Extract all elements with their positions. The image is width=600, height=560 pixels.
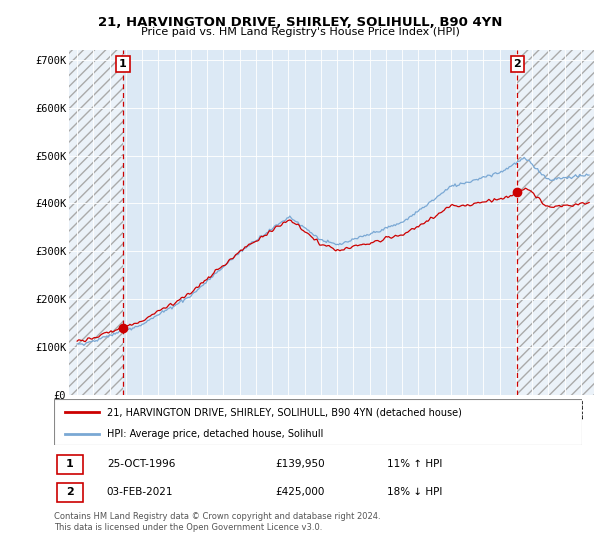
Text: 18% ↓ HPI: 18% ↓ HPI xyxy=(386,487,442,497)
Bar xyxy=(69,50,123,395)
Text: 11% ↑ HPI: 11% ↑ HPI xyxy=(386,459,442,469)
Text: 1: 1 xyxy=(66,459,74,469)
Text: 21, HARVINGTON DRIVE, SHIRLEY, SOLIHULL, B90 4YN (detached house): 21, HARVINGTON DRIVE, SHIRLEY, SOLIHULL,… xyxy=(107,407,461,417)
Bar xyxy=(517,50,594,395)
Text: £139,950: £139,950 xyxy=(276,459,325,469)
Text: Contains HM Land Registry data © Crown copyright and database right 2024.
This d: Contains HM Land Registry data © Crown c… xyxy=(54,512,380,532)
Text: 2: 2 xyxy=(66,487,74,497)
Text: 2: 2 xyxy=(514,59,521,69)
Bar xyxy=(517,50,594,395)
Text: £425,000: £425,000 xyxy=(276,487,325,497)
Bar xyxy=(56,455,83,474)
Text: 1: 1 xyxy=(119,59,127,69)
Text: 03-FEB-2021: 03-FEB-2021 xyxy=(107,487,173,497)
Text: 21, HARVINGTON DRIVE, SHIRLEY, SOLIHULL, B90 4YN: 21, HARVINGTON DRIVE, SHIRLEY, SOLIHULL,… xyxy=(98,16,502,29)
Text: 25-OCT-1996: 25-OCT-1996 xyxy=(107,459,175,469)
Text: Price paid vs. HM Land Registry's House Price Index (HPI): Price paid vs. HM Land Registry's House … xyxy=(140,27,460,37)
Text: HPI: Average price, detached house, Solihull: HPI: Average price, detached house, Soli… xyxy=(107,429,323,438)
Bar xyxy=(69,50,123,395)
Bar xyxy=(56,483,83,502)
